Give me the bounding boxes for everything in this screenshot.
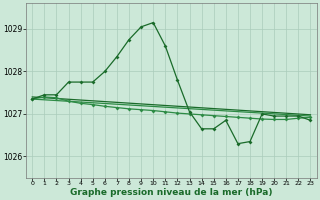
X-axis label: Graphe pression niveau de la mer (hPa): Graphe pression niveau de la mer (hPa) [70,188,273,197]
